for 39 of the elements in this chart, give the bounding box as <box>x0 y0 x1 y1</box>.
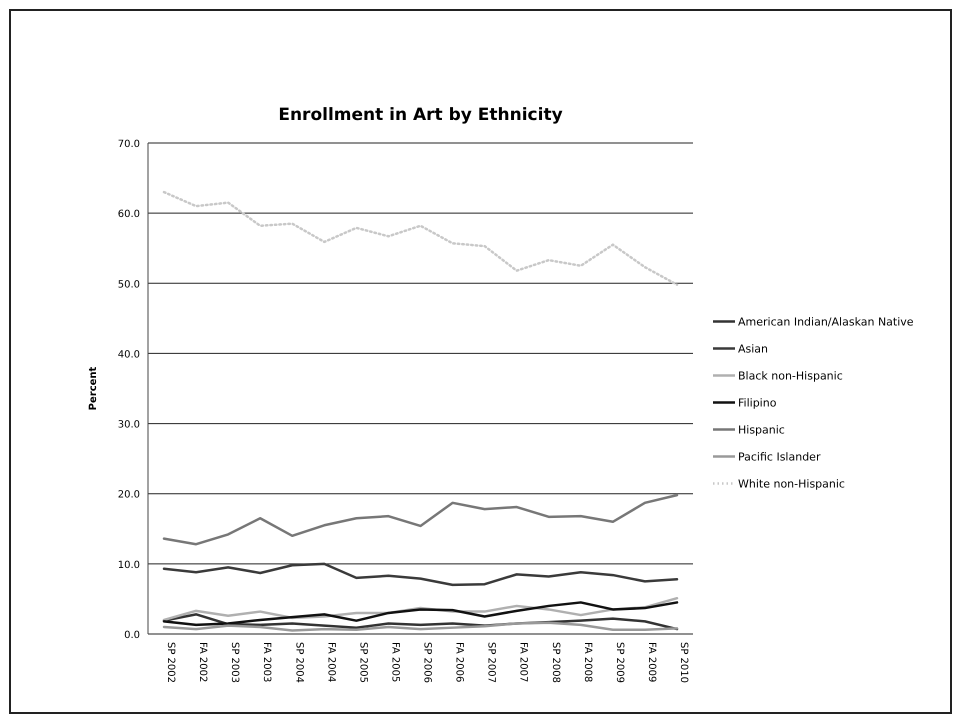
y-tick-label: 20.0 <box>118 490 140 501</box>
legend-label: American Indian/Alaskan Native <box>738 316 914 328</box>
x-tick-label: SP 2006 <box>422 642 432 684</box>
x-tick-label: SP 2010 <box>678 642 689 684</box>
y-tick-label: 10.0 <box>118 560 140 571</box>
line-series <box>162 622 678 632</box>
x-tick-label: SP 2007 <box>486 642 497 684</box>
legend-label: Filipino <box>738 396 777 410</box>
line-series <box>162 494 678 546</box>
x-tick-label: SP 2002 <box>165 642 176 684</box>
x-tick-label: SP 2004 <box>293 642 304 684</box>
y-tick-label: 40.0 <box>118 349 140 360</box>
y-tick-label: 70.0 <box>118 139 140 150</box>
x-tick-label: SP 2008 <box>550 642 561 684</box>
x-tick-label: FA 2008 <box>582 642 593 682</box>
y-tick-label: 50.0 <box>118 279 140 290</box>
legend-label: White non-Hispanic <box>738 478 845 490</box>
legend-label: Hispanic <box>738 424 785 436</box>
x-tick-label: FA 2003 <box>261 642 272 682</box>
y-axis-title: Percent <box>88 366 99 410</box>
x-tick-label: FA 2009 <box>646 642 657 682</box>
x-tick-label: FA 2006 <box>454 642 465 682</box>
x-tick-label: SP 2005 <box>357 642 368 684</box>
legend-label: Black non-Hispanic <box>738 370 843 382</box>
x-tick-label: FA 2007 <box>518 642 529 682</box>
line-series <box>162 601 678 626</box>
y-tick-label: 0.0 <box>124 630 140 641</box>
x-tick-label: SP 2003 <box>229 642 240 684</box>
legend-label: Pacific Islander <box>738 450 821 464</box>
line-series <box>162 190 678 286</box>
x-tick-label: FA 2005 <box>389 642 400 682</box>
line-series <box>162 562 678 586</box>
y-tick-label: 30.0 <box>118 420 140 431</box>
y-tick-label: 60.0 <box>118 209 140 220</box>
x-tick-label: FA 2004 <box>325 642 336 682</box>
x-tick-label: SP 2009 <box>614 642 625 684</box>
legend-label: Asian <box>738 342 768 356</box>
chart-title: Enrollment in Art by Ethnicity <box>278 105 563 125</box>
x-tick-label: FA 2002 <box>197 642 208 682</box>
